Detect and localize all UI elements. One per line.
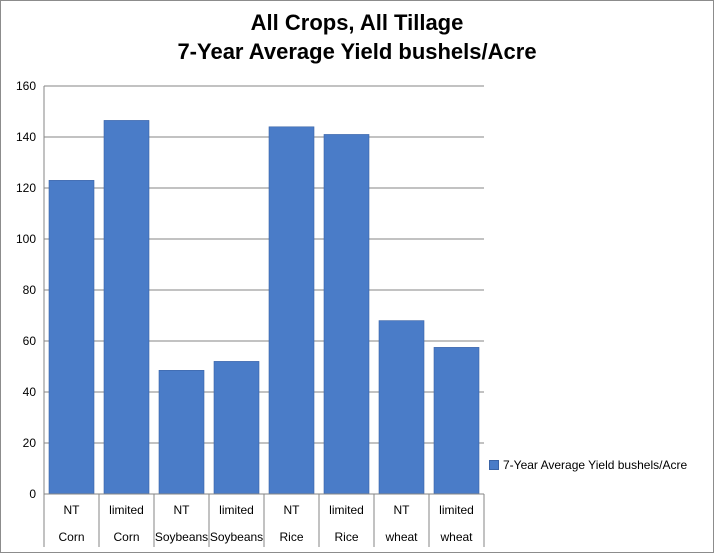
bar: [433, 347, 480, 495]
x-group-label: Soybeans: [210, 530, 263, 544]
x-tick-label: limited: [439, 503, 474, 517]
chart-title-line-2: 7-Year Average Yield bushels/Acre: [177, 39, 537, 64]
x-tick-label: NT: [174, 503, 191, 517]
bar: [213, 361, 260, 495]
x-tick-label: limited: [219, 503, 254, 517]
x-group-label: Corn: [58, 530, 84, 544]
chart-title: All Crops, All Tillage 7-Year Average Yi…: [0, 8, 714, 66]
x-tick-label: NT: [394, 503, 411, 517]
x-group-label: wheat: [384, 530, 418, 544]
y-axis: 0 20 40 60 80 100 120 140 160: [16, 79, 45, 501]
x-group-label: Rice: [279, 530, 303, 544]
legend: 7-Year Average Yield bushels/Acre: [489, 458, 687, 472]
bar: [48, 180, 95, 495]
legend-swatch: [489, 460, 499, 470]
y-tick-label: 80: [23, 283, 37, 297]
x-axis: NT Corn limited Corn NT Soybeans limited Soybea…: [43, 493, 485, 547]
x-group-label: Rice: [334, 530, 358, 544]
y-tick-label: 60: [23, 334, 37, 348]
x-tick-label: NT: [284, 503, 301, 517]
y-tick-label: 0: [29, 487, 36, 501]
legend-label: 7-Year Average Yield bushels/Acre: [503, 458, 688, 472]
y-tick-label: 120: [16, 181, 36, 195]
bars: [48, 120, 480, 495]
x-tick-label: limited: [329, 503, 364, 517]
bar: [268, 126, 315, 495]
y-tick-label: 160: [16, 79, 36, 93]
x-group-label: Corn: [113, 530, 139, 544]
y-tick-label: 140: [16, 130, 36, 144]
chart-title-line-1: All Crops, All Tillage: [250, 10, 464, 35]
x-group-label: wheat: [439, 530, 473, 544]
y-tick-label: 20: [23, 436, 37, 450]
y-tick-label: 100: [16, 232, 36, 246]
bar: [158, 370, 205, 495]
x-tick-label: NT: [64, 503, 81, 517]
x-tick-label: limited: [109, 503, 144, 517]
bar: [378, 320, 425, 495]
x-group-label: Soybeans: [155, 530, 208, 544]
bar: [103, 120, 150, 495]
y-tick-label: 40: [23, 385, 37, 399]
bar: [323, 134, 370, 495]
